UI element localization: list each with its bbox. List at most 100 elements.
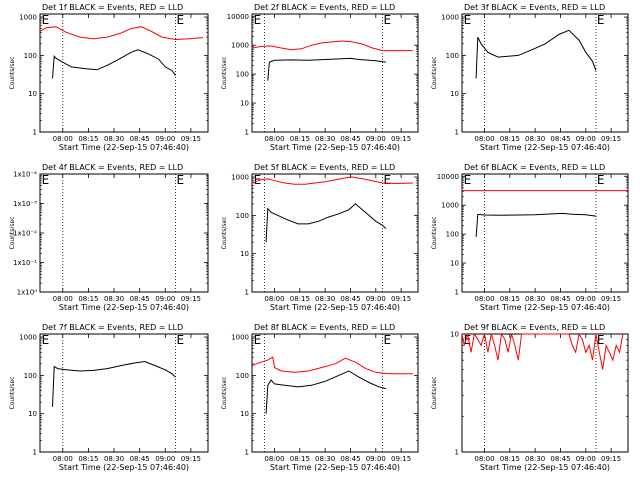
e-marker: E: [254, 173, 262, 187]
x-tick-label: 08:45: [130, 295, 150, 303]
y-tick-label: 1000: [231, 174, 249, 182]
x-tick-label: 09:15: [391, 135, 411, 143]
x-tick-label: 08:00: [474, 295, 494, 303]
y-tick-label: 1x10⁻³: [13, 200, 37, 208]
lld-series-line: [461, 332, 624, 370]
x-axis-label: Start Time (22-Sep-15 07:46:40): [59, 143, 189, 152]
y-tick-label: 100: [24, 52, 37, 60]
e-marker: E: [177, 13, 185, 27]
chart-title: Det 5f BLACK = Events, RED = LLD: [254, 163, 395, 172]
x-tick-label: 08:15: [78, 295, 98, 303]
x-tick-label: 08:30: [525, 455, 545, 463]
x-tick-label: 09:00: [155, 295, 175, 303]
x-tick-label: 08:45: [340, 135, 360, 143]
chart-title: Det 6f BLACK = Events, RED = LLD: [464, 163, 605, 172]
x-tick-label: 09:00: [366, 455, 386, 463]
x-tick-label: 08:30: [315, 135, 335, 143]
x-tick-label: 09:00: [366, 295, 386, 303]
y-tick-label: 100: [236, 212, 249, 220]
y-tick-label: 100: [24, 372, 37, 380]
y-tick-label: 1x10⁻⁴: [13, 171, 37, 179]
y-axis-label: Counts/sec: [221, 56, 228, 89]
x-tick-label: 09:15: [181, 295, 201, 303]
y-axis-label: Counts/sec: [9, 216, 16, 249]
x-tick-label: 09:15: [181, 135, 201, 143]
x-tick-label: 08:30: [525, 295, 545, 303]
x-axis-label: Start Time (22-Sep-15 07:46:40): [270, 303, 400, 312]
x-tick-label: 08:30: [525, 135, 545, 143]
e-marker: E: [42, 333, 50, 347]
x-tick-label: 08:30: [104, 455, 124, 463]
x-tick-label: 08:45: [130, 135, 150, 143]
chart-title: Det 1f BLACK = Events, RED = LLD: [42, 3, 183, 12]
x-tick-label: 09:00: [366, 135, 386, 143]
y-tick-label: 1: [245, 129, 249, 137]
x-tick-label: 08:30: [315, 455, 335, 463]
x-tick-label: 08:15: [500, 455, 520, 463]
e-marker: E: [597, 173, 605, 187]
plot-frame: [39, 13, 209, 133]
chart-title: Det 4f BLACK = Events, RED = LLD: [42, 163, 183, 172]
x-tick-label: 08:00: [474, 455, 494, 463]
plot-frame: [461, 13, 629, 133]
y-tick-label: 1000: [231, 334, 249, 342]
lld-series-line: [251, 356, 413, 375]
y-tick-label: 100: [446, 52, 459, 60]
x-tick-label: 08:15: [290, 455, 310, 463]
y-tick-label: 1: [455, 129, 459, 137]
y-tick-label: 10000: [437, 173, 459, 181]
x-tick-label: 08:15: [290, 295, 310, 303]
e-marker: E: [42, 173, 50, 187]
y-tick-label: 1x10⁻¹: [13, 259, 37, 267]
e-marker: E: [177, 173, 185, 187]
x-tick-label: 08:00: [264, 455, 284, 463]
events-series-line: [265, 370, 387, 414]
chart-panel-7: Det 7f BLACK = Events, RED = LLD 1 10 100 10…: [9, 323, 209, 472]
x-axis-label: Start Time (22-Sep-15 07:46:40): [480, 463, 610, 472]
x-tick-label: 09:00: [576, 135, 596, 143]
chart-title: Det 7f BLACK = Events, RED = LLD: [42, 323, 183, 332]
plot-frame: [251, 173, 419, 293]
chart-panel-1: Det 1f BLACK = Events, RED = LLD 1 10 100 10…: [9, 3, 209, 152]
events-series-line: [267, 57, 386, 81]
e-marker: E: [464, 333, 472, 347]
plot-frame: [461, 333, 629, 453]
y-axis-label: Counts/sec: [221, 216, 228, 249]
x-tick-label: 08:30: [104, 295, 124, 303]
y-tick-label: 1: [455, 289, 459, 297]
y-tick-label: 1000: [19, 334, 37, 342]
chart-panel-4: Det 4f BLACK = Events, RED = LLD 1x10⁰ 1x1…: [9, 163, 209, 312]
lld-series-line: [251, 40, 413, 52]
e-marker: E: [384, 173, 392, 187]
y-tick-label: 10: [450, 331, 459, 339]
x-tick-label: 09:15: [391, 295, 411, 303]
x-tick-label: 08:45: [550, 455, 570, 463]
y-tick-label: 10000: [227, 13, 249, 21]
y-tick-label: 1: [455, 449, 459, 457]
x-tick-label: 08:45: [340, 455, 360, 463]
e-marker: E: [597, 13, 605, 27]
x-tick-label: 09:15: [601, 295, 621, 303]
x-tick-label: 08:00: [264, 295, 284, 303]
e-marker: E: [254, 13, 262, 27]
x-tick-label: 09:00: [155, 455, 175, 463]
y-tick-label: 100: [236, 71, 249, 79]
plot-frame: [39, 333, 209, 453]
y-tick-label: 10: [240, 410, 249, 418]
chart-panel-6: Det 6f BLACK = Events, RED = LLD 1 10 100 10…: [431, 163, 629, 312]
x-tick-label: 09:00: [576, 455, 596, 463]
y-tick-label: 100: [236, 372, 249, 380]
x-tick-label: 08:45: [340, 295, 360, 303]
chart-title: Det 2f BLACK = Events, RED = LLD: [254, 3, 395, 12]
e-marker: E: [42, 13, 50, 27]
x-tick-label: 08:45: [130, 455, 150, 463]
e-marker: E: [384, 13, 392, 27]
x-tick-label: 08:45: [550, 135, 570, 143]
y-axis-label: Counts/sec: [431, 56, 438, 89]
x-tick-label: 08:00: [53, 455, 73, 463]
y-tick-label: 10: [450, 260, 459, 268]
x-tick-label: 09:15: [181, 455, 201, 463]
x-tick-label: 08:30: [104, 135, 124, 143]
y-axis-label: Counts/sec: [431, 216, 438, 249]
